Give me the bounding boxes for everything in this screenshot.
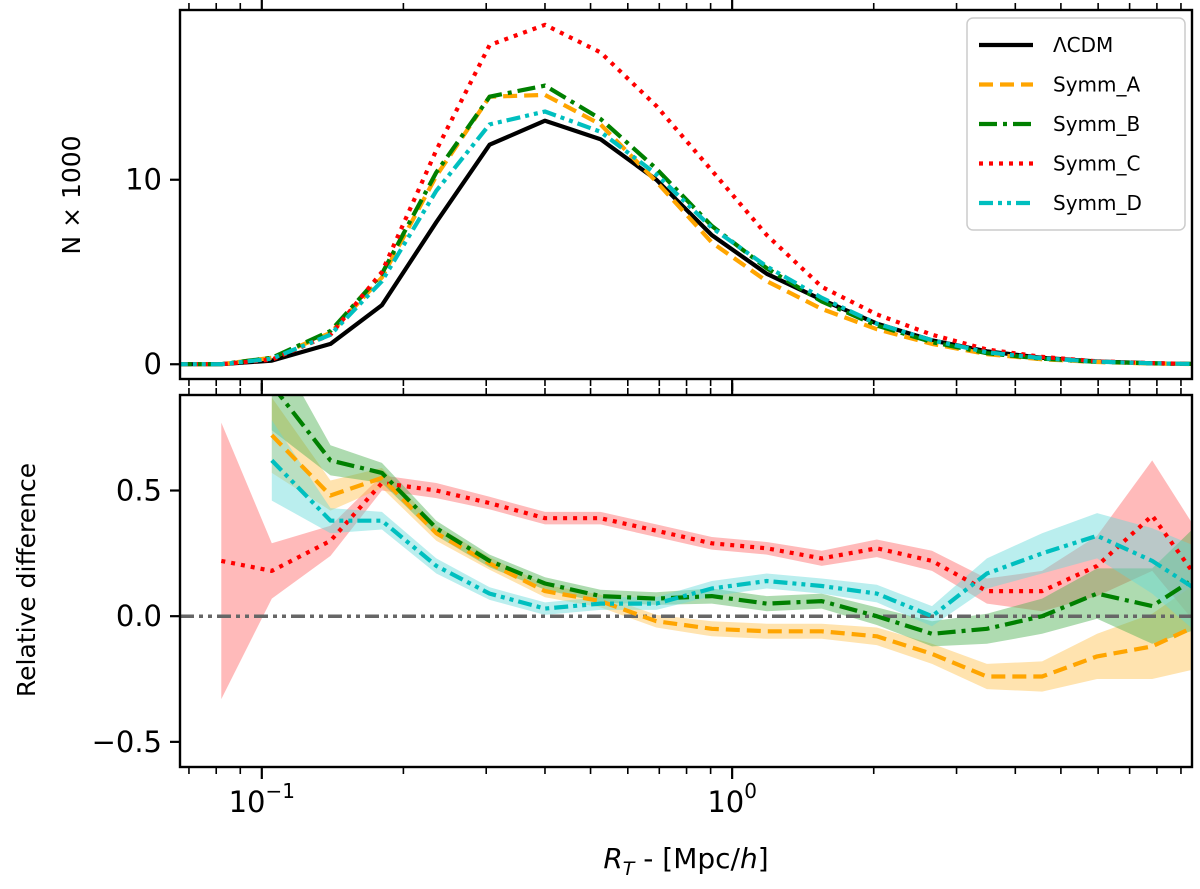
legend-label-symm_d: Symm_D [1053, 191, 1142, 215]
series-line-symm_b [276, 395, 1192, 636]
bottom-axis-ticks: 10−1 100−0.50.00.5 [92, 383, 1182, 819]
bottom-panel-frame [178, 393, 1194, 769]
error-band-symm_b [271, 395, 1192, 647]
x-axis-title-main: R [603, 842, 622, 875]
y-tick-label: 0.5 [116, 474, 162, 508]
bottom-panel: 10−1 100−0.50.00.5 Relative difference RT… [12, 383, 1194, 880]
x-tick-label: 100 [707, 779, 757, 819]
x-axis-title-rest: - [Mpc/ [634, 842, 740, 875]
top-ylabel: N × 1000 [57, 135, 86, 254]
legend-entries: ΛCDM Symm_A Symm_B Symm_C Symm_D [979, 33, 1142, 215]
y-tick-label: 0 [144, 347, 162, 381]
y-tick-label: 10 [125, 163, 162, 197]
top-panel: 0 10 N × 1000 ΛCDM Symm_A Symm_B Symm_C Symm_… [57, 0, 1194, 391]
error-band-symm_c [221, 422, 1192, 700]
x-axis-title: RT - [Mpc/h] [603, 842, 768, 880]
series-line-symm_d [180, 109, 1192, 367]
x-axis-title-end: ] [758, 842, 769, 875]
series-line-symm_c [220, 480, 1192, 594]
legend-label-symm_c: Symm_C [1053, 152, 1140, 176]
series-line-symm_d [270, 458, 1192, 619]
series-line-symm_a [270, 433, 1192, 679]
top-panel-frame [178, 8, 1194, 381]
series-line-symm_b [180, 83, 1192, 367]
legend-label-symm_a: Symm_A [1053, 73, 1140, 97]
y-tick-label: 0.0 [116, 599, 162, 633]
top-plot-area [180, 22, 1192, 367]
x-tick-label-base: 10 [707, 785, 744, 819]
x-axis-title-h: h [740, 842, 758, 875]
x-tick-label-exp: −1 [266, 779, 295, 803]
x-axis-title-sub: T [623, 858, 636, 880]
legend-label-symm_b: Symm_B [1053, 112, 1140, 136]
x-tick-label: 10−1 [229, 779, 295, 819]
legend: ΛCDM Symm_A Symm_B Symm_C Symm_D [966, 17, 1186, 231]
legend-box [966, 17, 1186, 231]
y-tick-label: −0.5 [92, 725, 162, 759]
bottom-ylabel: Relative difference [12, 463, 41, 697]
x-tick-label-exp: 0 [744, 779, 757, 803]
legend-label-lcdm: ΛCDM [1053, 33, 1113, 57]
bottom-plot-area [180, 395, 1192, 700]
x-tick-label-base: 10 [229, 785, 266, 819]
